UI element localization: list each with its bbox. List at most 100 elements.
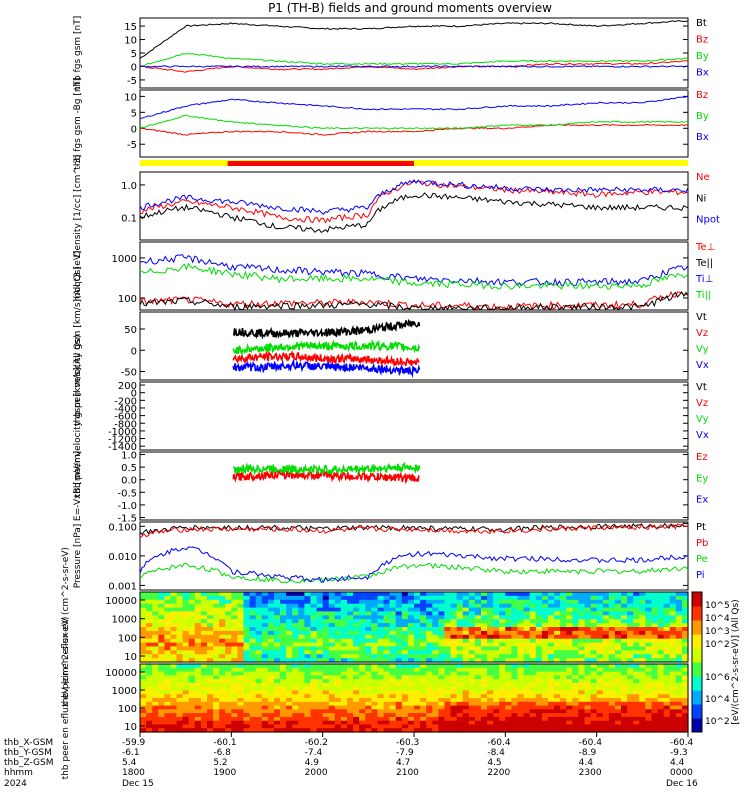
spectrogram-cell [310, 679, 318, 684]
spectrogram-cell [304, 623, 312, 628]
spectrogram-cell [371, 650, 379, 655]
spectrogram-cell [383, 615, 391, 620]
spectrogram-cell [566, 679, 573, 684]
spectrogram-cell [371, 667, 379, 673]
spectrogram-cell [365, 694, 372, 699]
spectrogram-cell [414, 690, 421, 695]
spectrogram-cell [237, 646, 245, 651]
spectrogram-cell [560, 658, 567, 663]
spectrogram-cell [645, 728, 653, 733]
spectrogram-cell [566, 611, 573, 616]
spectrogram-cell [298, 642, 305, 648]
spectrogram-cell [432, 658, 439, 663]
spectrogram-cell [152, 667, 159, 673]
y-tick-label: 10 [124, 92, 137, 103]
spectrogram-cell [328, 642, 336, 648]
spectrogram-cell [231, 671, 238, 676]
colorbar-segment [692, 718, 702, 733]
spectrogram-cell [255, 728, 263, 733]
spectrogram-cell [554, 615, 561, 620]
spectrogram-cell [316, 595, 324, 601]
spectrogram-cell [407, 682, 415, 688]
spectrogram-cell [140, 728, 147, 733]
spectrogram-cell [535, 720, 543, 726]
spectrogram-cell [401, 720, 409, 726]
spectrogram-cell [401, 623, 409, 628]
spectrogram-cell [219, 615, 226, 620]
spectrogram-cell [438, 650, 446, 655]
spectrogram-cell [395, 650, 403, 655]
spectrogram-cell [359, 595, 366, 601]
spectrogram-cell [146, 627, 153, 632]
spectrogram-cell [255, 592, 263, 597]
spectrogram-cell [170, 671, 178, 676]
spectrogram-cell [274, 705, 281, 710]
spectrogram-cell [280, 630, 287, 636]
spectrogram-cell [535, 638, 543, 644]
spectrogram-cell [633, 664, 640, 669]
spectrogram-cell [377, 667, 385, 673]
spectrogram-cell [207, 705, 214, 710]
spectrogram-cell [560, 682, 567, 688]
spectrogram-cell [444, 615, 452, 620]
spectrogram-cell [596, 595, 604, 601]
spectrogram-cell [316, 705, 324, 710]
spectrogram-cell [219, 675, 226, 680]
spectrogram-cell [663, 690, 671, 695]
spectrogram-cell [188, 709, 196, 714]
spectrogram-cell [681, 716, 689, 722]
spectrogram-cell [462, 642, 470, 648]
spectrogram-cell [389, 698, 397, 703]
spectrogram-cell [493, 611, 500, 616]
y-tick-label: 200 [118, 381, 137, 392]
spectrogram-cell [200, 698, 208, 703]
spectrogram-cell [261, 619, 269, 624]
spectrogram-cell [438, 716, 446, 722]
spectrogram-cell [371, 654, 379, 659]
spectrogram-cell [596, 671, 604, 676]
spectrogram-cell [158, 675, 165, 680]
spectrogram-cell [243, 716, 251, 722]
spectrogram-cell [359, 603, 366, 609]
spectrogram-cell [401, 713, 409, 718]
spectrogram-cell [541, 709, 549, 714]
spectrogram-cell [529, 690, 537, 695]
spectrogram-cell [286, 679, 293, 684]
spectrogram-cell [347, 619, 354, 624]
spectrogram-cell [371, 690, 379, 695]
spectrogram-cell [292, 694, 299, 699]
spectrogram-cell [176, 642, 184, 648]
spectrogram-cell [298, 705, 305, 710]
spectrogram-cell [681, 599, 689, 605]
spectrogram-cell [286, 623, 293, 628]
spectrogram-cell [182, 650, 190, 655]
spectrogram-cell [340, 619, 348, 624]
spectrogram-cell [432, 599, 439, 605]
spectrogram-cell [414, 615, 421, 620]
spectrogram-cell [499, 690, 506, 695]
spectrogram-cell [675, 682, 683, 688]
spectrogram-cell [578, 607, 586, 613]
spectrogram-cell [377, 615, 385, 620]
spectrogram-cell [493, 658, 500, 663]
spectrogram-cell [645, 682, 653, 688]
spectrogram-cell [225, 671, 232, 676]
spectrogram-cell [213, 664, 220, 669]
spectrogram-cell [207, 679, 214, 684]
spectrogram-cell [566, 675, 573, 680]
spectrogram-cell [554, 671, 561, 676]
spectrogram-cell [395, 658, 403, 663]
spectrogram-cell [474, 595, 482, 601]
spectrogram-cell [140, 716, 147, 722]
spectrogram-cell [389, 705, 397, 710]
spectrogram-cell [535, 675, 543, 680]
spectrogram-cell [298, 595, 305, 601]
spectrogram-cell [377, 728, 385, 733]
spectrogram-cell [639, 642, 646, 648]
spectrogram-cell [328, 713, 336, 718]
spectrogram-cell [286, 627, 293, 632]
spectrogram-cell [207, 627, 214, 632]
spectrogram-cell [438, 713, 446, 718]
spectrogram-cell [322, 686, 330, 692]
spectrogram-cell [541, 686, 549, 692]
